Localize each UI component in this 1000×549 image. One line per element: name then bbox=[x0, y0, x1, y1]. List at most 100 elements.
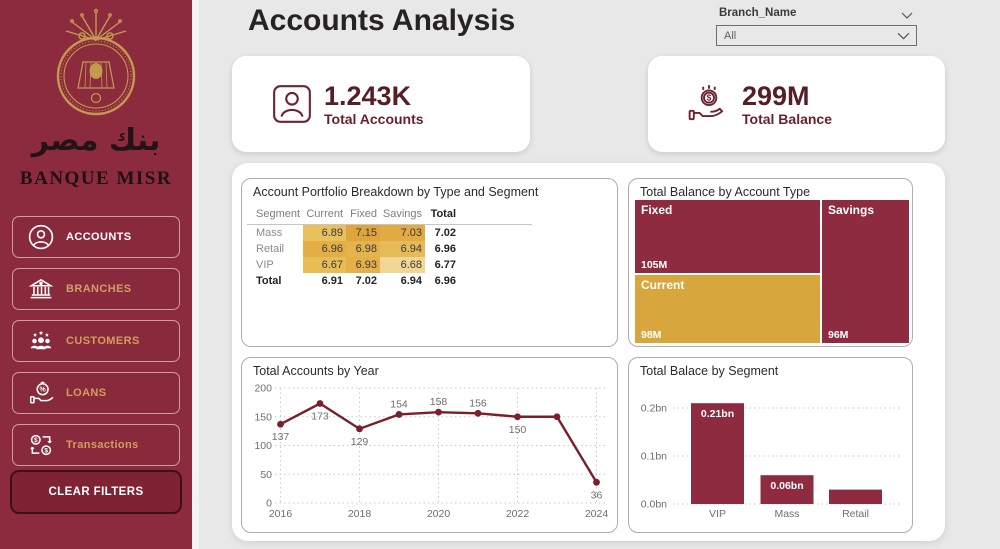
matrix-col-header: Fixed bbox=[346, 205, 381, 225]
matrix-cell[interactable]: 6.89 bbox=[303, 224, 347, 241]
main-content: Accounts Analysis Branch_Name All 1.2 bbox=[192, 0, 1000, 549]
data-point-2017[interactable] bbox=[316, 400, 324, 407]
sidebar-item-branches[interactable]: BRANCHES bbox=[12, 268, 180, 310]
matrix-cell-filler bbox=[459, 225, 532, 242]
treemap-tile-label: Current bbox=[641, 278, 685, 292]
matrix-row: Mass 6.89 7.15 7.03 7.02 bbox=[247, 224, 532, 242]
y-axis-tick: 0.0bn bbox=[641, 499, 667, 511]
data-point-2018[interactable] bbox=[356, 425, 363, 433]
data-label: 154 bbox=[390, 398, 408, 410]
matrix-cell-filler bbox=[459, 257, 532, 273]
data-point-2020[interactable] bbox=[435, 408, 442, 416]
matrix-cell-filler bbox=[459, 273, 532, 289]
matrix-row-header: Mass bbox=[256, 227, 283, 239]
treemap-tile-label: Savings bbox=[828, 203, 875, 217]
kpi-label: Total Accounts bbox=[324, 111, 424, 127]
kpi-total-balance-card: $ 299M Total Balance bbox=[648, 56, 945, 152]
data-point-2016[interactable] bbox=[277, 420, 284, 428]
sidebar-item-label: Transactions bbox=[66, 439, 139, 451]
brand-arabic-text: بنك مصر bbox=[31, 123, 161, 158]
y-axis-tick: 50 bbox=[260, 469, 272, 481]
chevron-down-icon[interactable] bbox=[901, 6, 913, 24]
bar-chart-panel: Total Balace by Segment 0.0bn 0.1bn 0.2bn 0… bbox=[628, 357, 913, 533]
data-label: 173 bbox=[311, 411, 329, 423]
branch-slicer-header[interactable]: Branch_Name bbox=[719, 3, 915, 19]
data-label: 156 bbox=[469, 397, 487, 409]
matrix-row: VIP 6.67 6.93 6.68 6.77 bbox=[247, 257, 532, 273]
bar-mass[interactable] bbox=[760, 475, 814, 504]
matrix-cell[interactable]: 7.03 bbox=[380, 224, 426, 241]
dashboard-board: Account Portfolio Breakdown by Type and … bbox=[232, 163, 945, 541]
y-axis-tick: 100 bbox=[254, 440, 272, 452]
sidebar: بنك مصر BANQUE MISR ACCOUNTS bbox=[0, 0, 192, 549]
matrix-col-filler bbox=[459, 205, 533, 225]
customers-icon bbox=[28, 328, 54, 354]
matrix-row-total: 6.96 bbox=[434, 243, 457, 255]
clear-filters-button[interactable]: CLEAR FILTERS bbox=[10, 470, 182, 514]
matrix-total-cell: 6.94 bbox=[400, 275, 423, 287]
x-axis-tick: 2016 bbox=[269, 508, 293, 520]
matrix-row: Retail 6.96 6.98 6.94 6.96 bbox=[247, 241, 532, 257]
svg-text:%: % bbox=[39, 387, 46, 394]
bar-label: 0.21bn bbox=[701, 408, 734, 420]
sidebar-item-customers[interactable]: CUSTOMERS bbox=[12, 320, 180, 362]
treemap-tile-current[interactable]: Current 98M bbox=[635, 275, 820, 343]
treemap-panel: Total Balance by Account Type Fixed 105M C… bbox=[628, 178, 913, 347]
matrix-row-header: Total bbox=[256, 275, 282, 287]
line-chart: 0 50 100 150 200 2016 2018 2020 2022 2024 137 173 12… bbox=[254, 383, 609, 521]
banque-misr-emblem-icon bbox=[56, 8, 136, 116]
loans-icon: % bbox=[28, 380, 54, 406]
x-axis-category: Mass bbox=[774, 508, 799, 520]
kpi-total-accounts-card: 1.243K Total Accounts bbox=[232, 56, 530, 152]
kpi-label: Total Balance bbox=[742, 111, 832, 127]
x-axis-tick: 2018 bbox=[348, 508, 372, 520]
sidebar-item-loans[interactable]: % LOANS bbox=[12, 372, 180, 414]
data-point-2023[interactable] bbox=[553, 413, 561, 421]
y-axis-tick: 150 bbox=[254, 411, 272, 423]
matrix-cell[interactable]: 6.93 bbox=[346, 257, 381, 273]
sidebar-item-transactions[interactable]: $ $ Transactions bbox=[12, 424, 180, 466]
chevron-down-icon bbox=[897, 32, 910, 40]
matrix-row-total: 7.02 bbox=[434, 227, 457, 239]
kpi-text-group: 299M Total Balance bbox=[742, 81, 832, 127]
matrix-col-header: Current bbox=[303, 205, 347, 225]
data-point-2019[interactable] bbox=[395, 411, 403, 418]
matrix-cell[interactable]: 6.96 bbox=[303, 241, 347, 257]
kpi-text-group: 1.243K Total Accounts bbox=[324, 81, 424, 127]
data-point-2024[interactable] bbox=[593, 478, 600, 486]
transactions-icon: $ $ bbox=[28, 432, 54, 458]
sidebar-item-accounts[interactable]: ACCOUNTS bbox=[12, 216, 180, 258]
treemap-area: Fixed 105M Current 98M Savings 96M bbox=[635, 200, 909, 343]
data-point-2021[interactable] bbox=[474, 409, 482, 417]
matrix-cell[interactable]: 6.68 bbox=[380, 257, 426, 273]
treemap-tile-fixed[interactable]: Fixed 105M bbox=[635, 200, 820, 273]
data-label: 158 bbox=[430, 396, 448, 408]
matrix-cell[interactable]: 6.67 bbox=[303, 257, 347, 273]
matrix-cell[interactable]: 6.98 bbox=[346, 241, 381, 257]
total-balance-icon: $ bbox=[686, 82, 732, 126]
line-chart-panel: Total Accounts by Year 0 50 100 150 200 2016 2… bbox=[241, 357, 618, 533]
treemap-tile-value: 98M bbox=[641, 329, 662, 341]
sidebar-item-label: BRANCHES bbox=[66, 283, 132, 295]
matrix-col-header: Savings bbox=[380, 205, 426, 225]
bar-vip[interactable] bbox=[691, 403, 744, 504]
kpi-value: 299M bbox=[742, 81, 810, 111]
matrix-cell[interactable]: 6.94 bbox=[380, 241, 426, 257]
matrix-cell[interactable]: 7.15 bbox=[346, 224, 381, 241]
sidebar-item-label: CUSTOMERS bbox=[66, 335, 140, 347]
matrix-cell-filler bbox=[459, 241, 532, 257]
treemap-tile-value: 96M bbox=[828, 329, 849, 341]
matrix-total-cell: 7.02 bbox=[355, 275, 378, 287]
bar-label: 0.06bn bbox=[770, 480, 803, 492]
matrix-col-header: Segment bbox=[247, 205, 304, 225]
bar-retail[interactable] bbox=[829, 489, 882, 504]
y-axis-tick: 0.2bn bbox=[641, 403, 667, 415]
data-point-2022[interactable] bbox=[514, 413, 521, 421]
y-axis-tick: 0.1bn bbox=[641, 451, 667, 463]
bar-chart: 0.0bn 0.1bn 0.2bn 0.21bn VIP 0.06bn Mass Retail bbox=[641, 403, 901, 520]
x-axis-tick: 2024 bbox=[585, 508, 609, 520]
matrix-grand-total: 6.96 bbox=[434, 275, 457, 287]
treemap-tile-savings[interactable]: Savings 96M bbox=[822, 200, 909, 343]
total-accounts-icon bbox=[270, 83, 314, 125]
branch-slicer-dropdown[interactable]: All bbox=[716, 25, 917, 46]
